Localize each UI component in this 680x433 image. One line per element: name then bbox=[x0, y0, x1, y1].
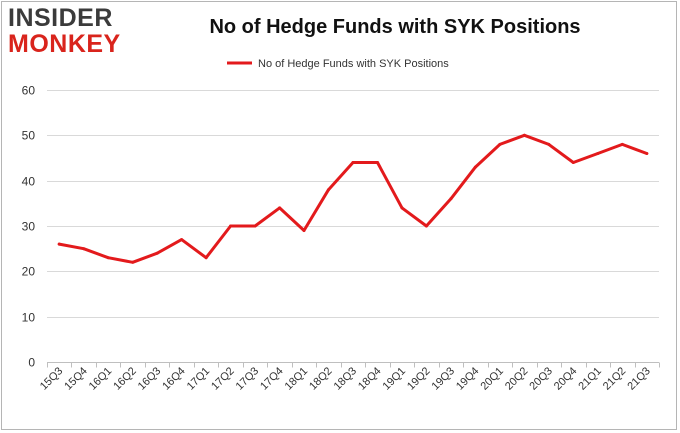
y-tick-label: 30 bbox=[22, 220, 36, 234]
data-point bbox=[571, 161, 575, 164]
legend: No of Hedge Funds with SYK Positions bbox=[227, 58, 449, 70]
x-tick-label: 15Q4 bbox=[62, 365, 90, 393]
x-tick-label: 20Q1 bbox=[478, 365, 506, 393]
x-tick-label: 20Q2 bbox=[503, 365, 531, 393]
x-tick-label: 18Q2 bbox=[307, 365, 335, 393]
data-point bbox=[400, 206, 404, 210]
data-point bbox=[473, 165, 477, 169]
data-point bbox=[424, 224, 428, 228]
data-point bbox=[449, 197, 453, 201]
data-point bbox=[278, 206, 282, 210]
x-tick-label: 17Q1 bbox=[185, 365, 213, 393]
x-tick-label: 16Q3 bbox=[136, 365, 164, 393]
data-point bbox=[327, 188, 330, 192]
logo-text-top: INSIDER bbox=[8, 4, 113, 32]
x-tick-label: 17Q2 bbox=[209, 365, 237, 393]
y-tick-label: 20 bbox=[22, 265, 36, 279]
series-line bbox=[57, 133, 649, 264]
data-point bbox=[302, 229, 306, 232]
series-lines bbox=[57, 133, 649, 264]
x-tick-label: 18Q1 bbox=[283, 365, 311, 393]
logo-text-bottom: MONKEY bbox=[8, 30, 121, 58]
data-point bbox=[155, 251, 159, 255]
x-tick-label: 17Q3 bbox=[234, 365, 262, 393]
x-tick-label: 19Q4 bbox=[454, 365, 482, 393]
chart-title: No of Hedge Funds with SYK Positions bbox=[209, 16, 581, 38]
x-tick-label: 19Q2 bbox=[405, 365, 433, 393]
x-tick-label: 21Q1 bbox=[576, 365, 604, 393]
legend-label: No of Hedge Funds with SYK Positions bbox=[258, 58, 449, 70]
data-point bbox=[596, 152, 600, 155]
gridlines bbox=[47, 90, 659, 318]
data-point bbox=[522, 133, 526, 137]
data-point bbox=[131, 260, 135, 264]
data-point bbox=[620, 142, 624, 146]
data-point bbox=[498, 142, 502, 146]
x-tick-label: 21Q2 bbox=[601, 365, 629, 393]
x-axis: 15Q315Q416Q116Q216Q316Q417Q117Q217Q317Q4… bbox=[38, 362, 660, 393]
y-tick-label: 40 bbox=[22, 175, 36, 189]
data-point bbox=[106, 256, 110, 260]
data-point bbox=[229, 224, 233, 228]
x-tick-label: 16Q2 bbox=[111, 365, 139, 393]
x-tick-label: 20Q3 bbox=[527, 365, 555, 393]
data-point bbox=[351, 161, 355, 164]
x-tick-label: 16Q1 bbox=[87, 365, 115, 393]
x-tick-label: 18Q3 bbox=[332, 365, 360, 393]
x-tick-label: 18Q4 bbox=[356, 365, 384, 393]
data-point bbox=[547, 142, 551, 146]
x-tick-label: 19Q3 bbox=[430, 365, 458, 393]
x-tick-label: 17Q4 bbox=[258, 365, 286, 393]
x-tick-label: 21Q3 bbox=[625, 365, 653, 393]
x-tick-label: 20Q4 bbox=[552, 365, 580, 393]
y-tick-label: 50 bbox=[22, 129, 36, 143]
data-point bbox=[376, 161, 379, 164]
x-tick-label: 19Q1 bbox=[381, 365, 409, 393]
x-tick-label: 16Q4 bbox=[160, 365, 188, 393]
data-point bbox=[645, 152, 649, 155]
y-tick-label: 0 bbox=[28, 356, 35, 370]
insider-monkey-logo: INSIDER MONKEY bbox=[8, 6, 121, 57]
data-point bbox=[253, 224, 257, 228]
y-axis-tick-labels: 0 10 20 30 40 50 60 bbox=[22, 84, 36, 370]
data-point bbox=[204, 256, 208, 260]
data-point bbox=[82, 247, 86, 251]
y-tick-label: 60 bbox=[22, 84, 36, 98]
x-tick-label: 15Q3 bbox=[38, 365, 66, 393]
data-point bbox=[180, 238, 184, 242]
data-point bbox=[57, 242, 61, 246]
y-tick-label: 10 bbox=[22, 311, 36, 325]
